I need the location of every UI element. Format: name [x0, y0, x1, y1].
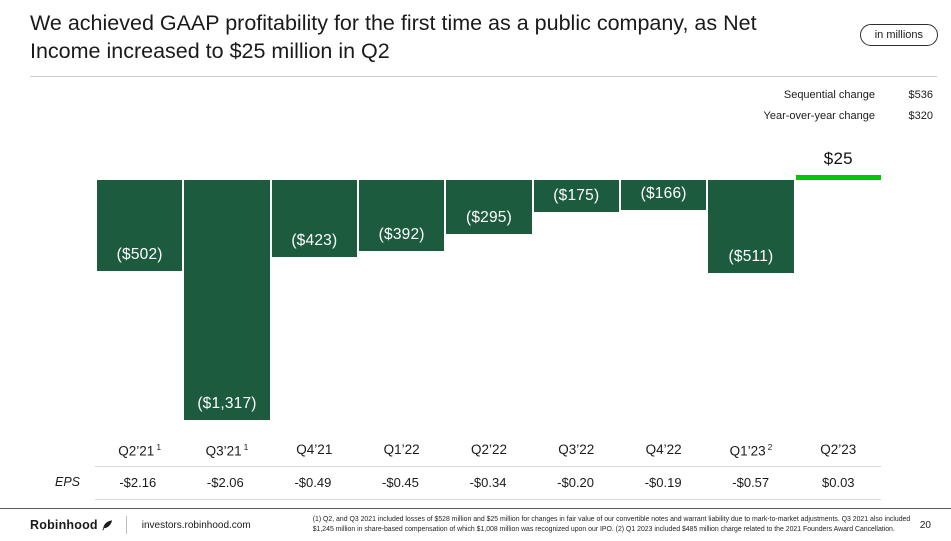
x-axis-label: Q1’23 2 — [729, 442, 773, 459]
bar-value-label: ($511) — [728, 248, 774, 266]
feather-icon — [102, 519, 112, 530]
positive-bar: $25 — [795, 149, 881, 180]
bars-container: ($502) ($1,317) ($423) ($392) ($295) ($175) ($… — [97, 140, 881, 432]
eps-value: -$2.16 — [119, 475, 157, 490]
eps-value: -$0.49 — [294, 475, 332, 490]
title-divider — [30, 76, 937, 77]
bar-value-label: $25 — [823, 149, 853, 168]
eps-band: -$2.16 -$2.06 -$0.49 -$0.45 -$0.34 -$0.20 -$0.… — [95, 466, 881, 500]
negative-bar: ($392) — [358, 180, 445, 252]
bar-value-label: ($175) — [553, 186, 600, 204]
investor-site-text: investors.robinhood.com — [141, 519, 251, 531]
x-axis-label: Q2’22 — [470, 442, 507, 457]
bar-value-label: ($392) — [378, 226, 425, 244]
bar-cell-Q4’21: ($423) — [271, 140, 357, 432]
bar-cell-Q4’22: ($166) — [620, 140, 707, 432]
bar-cell-Q3’22: ($175) — [533, 140, 619, 432]
x-axis-label: Q2’21 1 — [118, 442, 162, 459]
sequential-change-label: Sequential change — [783, 89, 875, 101]
x-axis-label: Q4’21 — [296, 442, 333, 457]
x-axis-label: Q3’21 1 — [205, 442, 249, 459]
eps-row-label: EPS — [55, 475, 81, 489]
eps-values-row: -$2.16 -$2.06 -$0.49 -$0.45 -$0.34 -$0.20 -$0.… — [95, 475, 881, 490]
eps-value: -$0.19 — [644, 475, 682, 490]
bar-value-label: ($502) — [116, 246, 163, 264]
bar-cell-Q2’22: ($295) — [446, 140, 532, 432]
sequential-change-value: $536 — [908, 89, 933, 101]
footer: Robinhood investors.robinhood.com (1) Q2… — [0, 508, 951, 541]
footnotes: (1) Q2, and Q3 2021 included losses of $… — [312, 516, 911, 533]
bar-value-label: ($1,317) — [197, 395, 257, 412]
sequential-change-row: Sequential change $536 — [764, 89, 933, 101]
negative-bar: ($423) — [271, 180, 357, 258]
bar-cell-Q1’23: ($511) — [708, 140, 794, 432]
bar-cell-Q1’22: ($392) — [358, 140, 445, 432]
negative-bar: ($175) — [533, 180, 619, 212]
eps-value: -$0.34 — [469, 475, 507, 490]
negative-bar: ($502) — [97, 180, 183, 272]
bar-cell-Q2’23: $25 — [795, 140, 881, 432]
x-axis-label: Q2’23 — [820, 442, 857, 457]
yoy-change-row: Year-over-year change $320 — [764, 110, 934, 122]
eps-value: -$2.06 — [206, 475, 244, 490]
bar-cell-Q3’21: ($1,317) — [184, 140, 270, 432]
x-axis-labels: Q2’21 1 Q3’21 1 Q4’21 Q1’22 Q2’22 Q3’22 Q4’22 Q1’… — [97, 442, 881, 459]
footer-divider — [125, 516, 127, 534]
negative-bar: ($511) — [708, 180, 794, 274]
net-income-bar-chart: ($502) ($1,317) ($423) ($392) ($295) ($175) ($… — [97, 140, 881, 432]
negative-bar: ($166) — [620, 180, 707, 211]
yoy-change-value: $320 — [908, 110, 933, 122]
page-number: 20 — [919, 519, 931, 531]
footnote-marker: 1 — [156, 442, 162, 452]
bar-value-label: ($423) — [291, 232, 338, 250]
eps-value: -$0.45 — [382, 475, 419, 490]
footnote-marker: 1 — [243, 442, 249, 452]
x-axis-label: Q4’22 — [645, 442, 682, 457]
x-axis-label: Q3’22 — [558, 442, 595, 457]
units-badge: in millions — [859, 24, 938, 46]
slide-title: We achieved GAAP profitability for the f… — [30, 9, 757, 66]
yoy-change-label: Year-over-year change — [763, 110, 876, 122]
robinhood-logo: Robinhood — [30, 518, 113, 532]
negative-bar: ($295) — [446, 180, 532, 234]
footnote-marker: 2 — [767, 442, 773, 452]
eps-value: $0.03 — [822, 475, 855, 490]
eps-value: -$0.57 — [732, 475, 770, 490]
slide-title-line-2: Income increased to $25 million in Q2 — [30, 39, 390, 64]
change-summary: Sequential change $536 Year-over-year ch… — [764, 89, 934, 131]
x-axis-label: Q1’22 — [383, 442, 420, 457]
bar-value-label: ($166) — [640, 185, 687, 203]
bar-value-label: ($295) — [465, 208, 512, 226]
negative-bar: ($1,317) — [184, 180, 270, 420]
eps-value: -$0.20 — [557, 475, 595, 490]
brand-name: Robinhood — [30, 518, 98, 532]
slide-title-line-1: We achieved GAAP profitability for the f… — [30, 11, 757, 35]
bar-cell-Q2’21: ($502) — [97, 140, 183, 432]
